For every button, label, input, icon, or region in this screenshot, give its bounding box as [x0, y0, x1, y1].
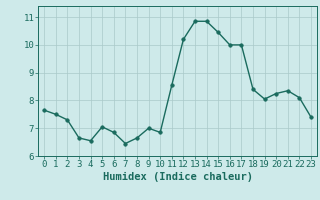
- X-axis label: Humidex (Indice chaleur): Humidex (Indice chaleur): [103, 172, 252, 182]
